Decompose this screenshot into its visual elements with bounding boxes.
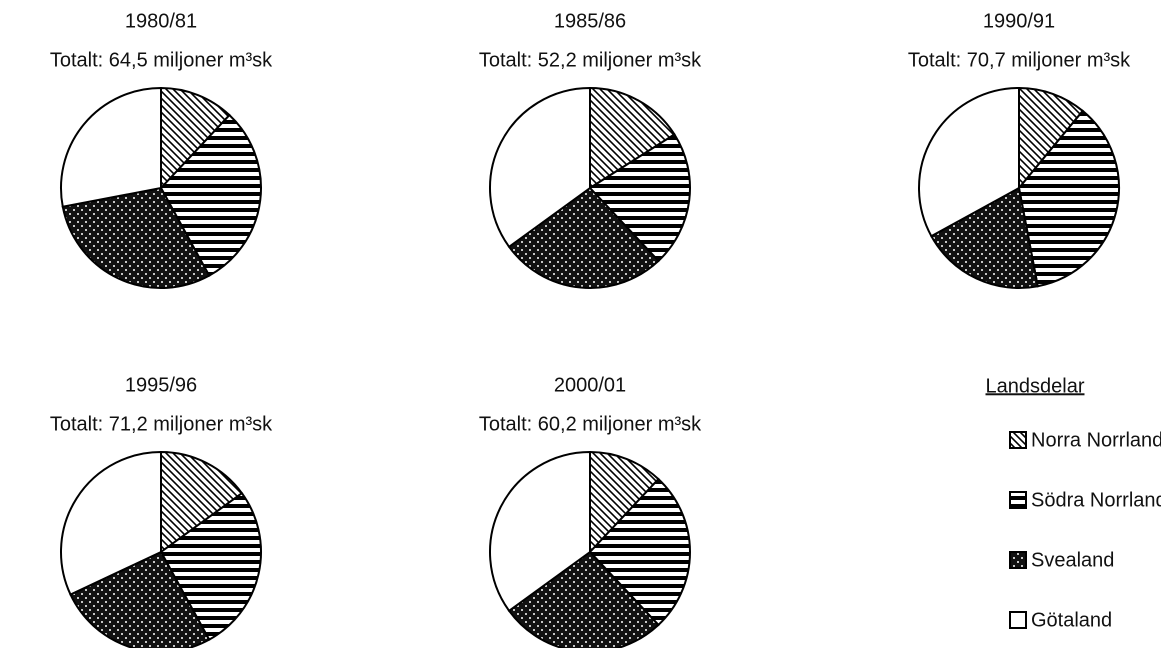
legend-swatch [1009,491,1027,509]
pie-slice [507,550,660,648]
chart-title: 1990/91 [983,10,1055,32]
pie-slice [60,86,162,208]
pie-slice [930,186,1039,289]
pie-slice [160,86,231,191]
pie-slice [61,186,211,289]
pie-slice [589,450,660,555]
legend-swatch [1009,551,1027,569]
chart-subtitle: Totalt: 70,7 miljoner m³sk [908,49,1131,71]
chart-subtitle: Totalt: 60,2 miljoner m³sk [479,413,702,435]
chart-subtitle: Totalt: 71,2 miljoner m³sk [50,413,273,435]
legend-title: Landsdelar [986,375,1085,397]
pie-slice [159,491,262,641]
pie-slice [160,450,244,554]
legend-label: Norra Norrland [1031,429,1161,451]
pie-slice [588,477,691,627]
legend-swatch [1009,431,1027,449]
legend-label: Södra Norrland [1031,489,1161,511]
pie-slice [159,113,262,277]
legend-swatch [1009,611,1027,629]
pie-slice [589,86,676,190]
pie-slice [489,86,591,249]
pie-slice [918,86,1020,238]
pie-slice [69,550,211,648]
pie-slice [1017,109,1120,288]
pie-slice [507,186,660,289]
chart-title: 1985/86 [554,10,626,32]
chart-title: 2000/01 [554,374,626,396]
pie-slice [60,450,162,596]
pie-slice [489,450,591,613]
legend-label: Svealand [1031,549,1114,571]
chart-subtitle: Totalt: 52,2 miljoner m³sk [479,49,702,71]
chart-subtitle: Totalt: 64,5 miljoner m³sk [50,49,273,71]
chart-title: 1995/96 [125,374,197,396]
pie-slice [588,133,691,263]
legend-label: Götaland [1031,609,1112,631]
chart-title: 1980/81 [125,10,197,32]
pie-slice [1018,86,1085,191]
